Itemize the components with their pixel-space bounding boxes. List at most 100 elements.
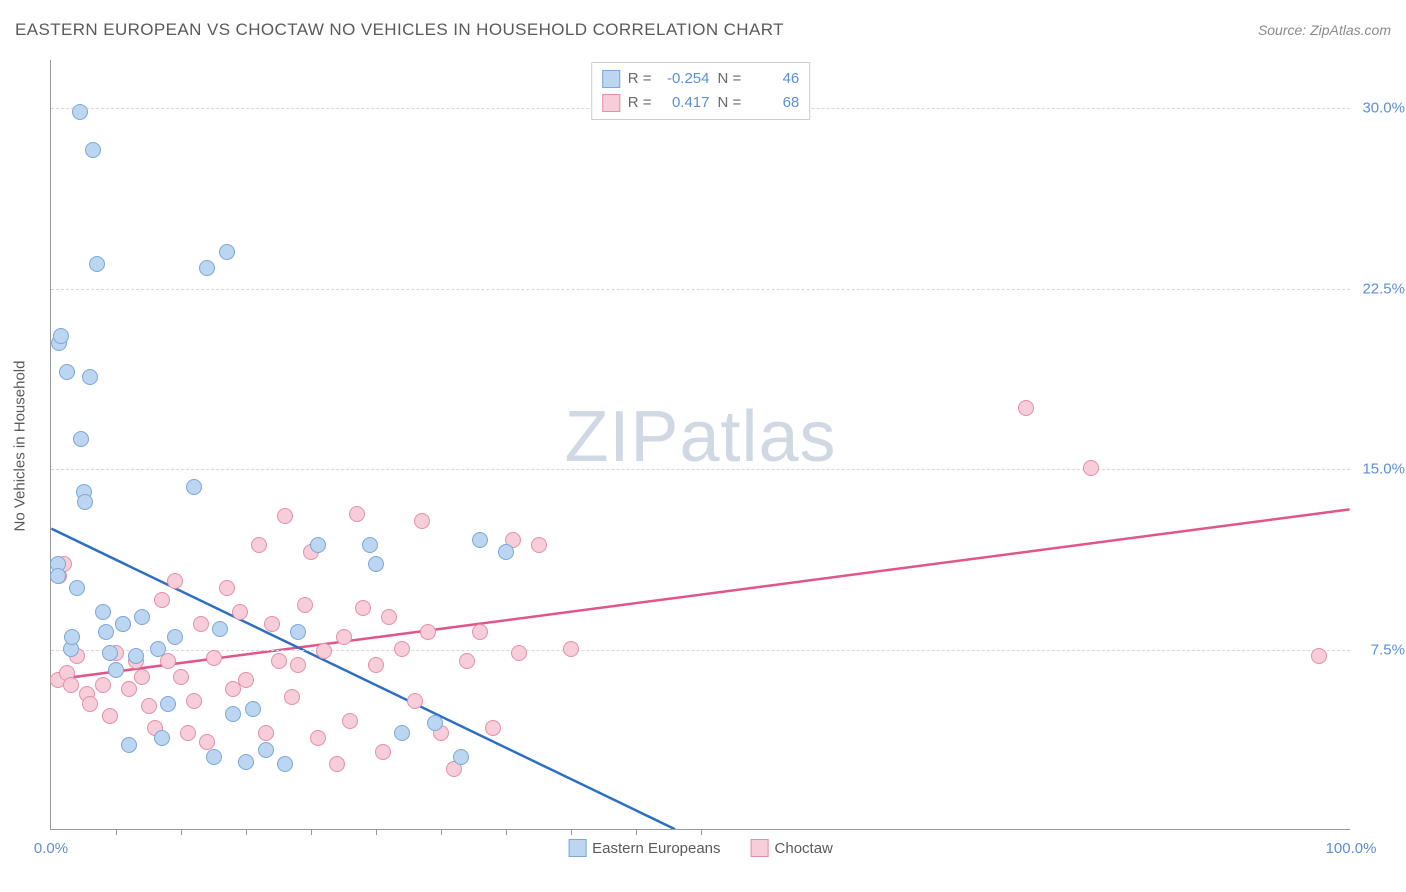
data-point-a [310,537,326,553]
data-point-a [115,616,131,632]
data-point-a [238,754,254,770]
gridline [51,469,1350,470]
x-tick-label: 0.0% [34,840,68,857]
swatch-series-a [602,70,620,88]
data-point-b [336,629,352,645]
y-tick-label: 15.0% [1362,461,1405,478]
data-point-a [50,568,66,584]
data-point-b [264,616,280,632]
x-minor-tick [246,829,247,835]
data-point-b [310,730,326,746]
legend-label-a: Eastern Europeans [592,840,720,857]
correlation-stats-box: R = -0.254 N = 46 R = 0.417 N = 68 [591,62,811,120]
data-point-a [108,662,124,678]
data-point-a [150,641,166,657]
data-point-b [368,657,384,673]
x-minor-tick [181,829,182,835]
swatch-series-a [568,839,586,857]
data-point-b [284,689,300,705]
x-minor-tick [506,829,507,835]
data-point-a [186,479,202,495]
data-point-a [167,629,183,645]
n-label: N = [718,91,742,115]
x-minor-tick [116,829,117,835]
data-point-b [180,725,196,741]
data-point-a [72,104,88,120]
data-point-b [355,600,371,616]
data-point-a [394,725,410,741]
data-point-a [277,756,293,772]
data-point-b [141,698,157,714]
data-point-a [258,742,274,758]
legend-item-b: Choctaw [751,839,833,857]
n-value-b: 68 [749,91,799,115]
data-point-a [73,431,89,447]
data-point-a [64,629,80,645]
data-point-b [173,669,189,685]
data-point-a [121,737,137,753]
data-point-a [245,701,261,717]
data-point-b [1083,460,1099,476]
data-point-a [134,609,150,625]
data-point-b [63,677,79,693]
data-point-a [77,494,93,510]
data-point-a [82,369,98,385]
data-point-a [368,556,384,572]
data-point-a [206,749,222,765]
data-point-b [186,693,202,709]
x-minor-tick [701,829,702,835]
data-point-b [472,624,488,640]
data-point-b [1018,400,1034,416]
r-value-b: 0.417 [660,91,710,115]
data-point-b [206,650,222,666]
chart-title: EASTERN EUROPEAN VS CHOCTAW NO VEHICLES … [15,20,784,40]
data-point-b [258,725,274,741]
data-point-a [219,244,235,260]
data-point-a [53,328,69,344]
gridline [51,289,1350,290]
r-label: R = [628,67,652,91]
data-point-b [238,672,254,688]
trend-line [51,509,1349,680]
data-point-b [329,756,345,772]
legend-label-b: Choctaw [775,840,833,857]
data-point-b [414,513,430,529]
r-value-a: -0.254 [660,67,710,91]
gridline [51,650,1350,651]
data-point-a [85,142,101,158]
legend-item-a: Eastern Europeans [568,839,720,857]
data-point-b [160,653,176,669]
data-point-b [277,508,293,524]
data-point-a [453,749,469,765]
data-point-b [95,677,111,693]
data-point-a [102,645,118,661]
data-point-b [485,720,501,736]
data-point-b [407,693,423,709]
data-point-b [563,641,579,657]
stats-row-series-b: R = 0.417 N = 68 [602,91,800,115]
data-point-b [154,592,170,608]
data-point-a [362,537,378,553]
y-axis-title: No Vehicles in Household [12,361,29,532]
data-point-b [290,657,306,673]
x-minor-tick [571,829,572,835]
data-point-b [219,580,235,596]
data-point-b [342,713,358,729]
data-point-b [394,641,410,657]
data-point-a [128,648,144,664]
data-point-a [225,706,241,722]
data-point-b [375,744,391,760]
y-tick-label: 30.0% [1362,100,1405,117]
data-point-b [193,616,209,632]
x-tick-label: 100.0% [1326,840,1377,857]
x-minor-tick [636,829,637,835]
data-point-b [271,653,287,669]
data-point-b [420,624,436,640]
data-point-b [102,708,118,724]
data-point-b [251,537,267,553]
y-tick-label: 7.5% [1371,641,1405,658]
data-point-a [290,624,306,640]
bottom-legend: Eastern Europeans Choctaw [568,839,833,857]
source-attribution: Source: ZipAtlas.com [1258,22,1391,38]
x-minor-tick [376,829,377,835]
